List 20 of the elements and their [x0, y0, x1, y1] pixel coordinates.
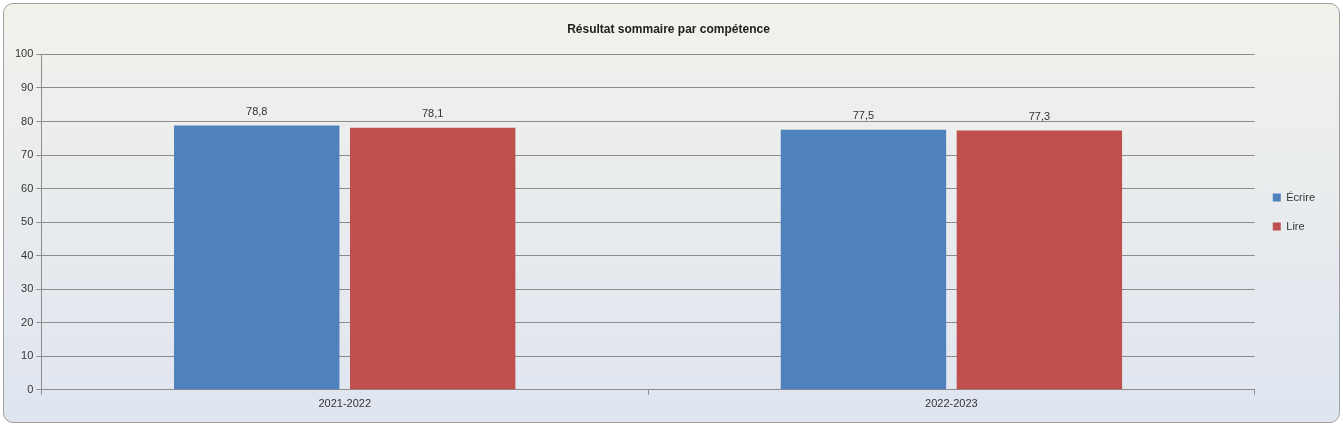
x-tick-label: 2022-2023: [925, 397, 978, 410]
legend-label: Écrire: [1286, 190, 1316, 203]
data-label: 77,5: [852, 109, 875, 122]
data-label: 78,8: [246, 105, 268, 118]
y-tick-label: 40: [21, 248, 34, 261]
y-tick-label: 60: [21, 181, 34, 194]
y-tick-label: 50: [21, 215, 34, 228]
y-tick-label: 80: [21, 114, 34, 127]
y-tick-label: 90: [21, 80, 34, 93]
y-tick-label: 100: [14, 47, 34, 60]
legend-label: Lire: [1286, 219, 1305, 232]
y-tick-label: 0: [27, 382, 34, 395]
data-label: 78,1: [421, 107, 444, 120]
y-tick-label: 70: [21, 148, 34, 161]
x-tick-label: 2021-2022: [318, 397, 372, 410]
y-tick-label: 10: [21, 349, 34, 362]
chart-title: Résultat sommaire par compétence: [567, 21, 771, 36]
data-label: 77,3: [1028, 110, 1051, 123]
y-tick-label: 20: [21, 315, 34, 328]
y-tick-label: 30: [21, 282, 34, 295]
